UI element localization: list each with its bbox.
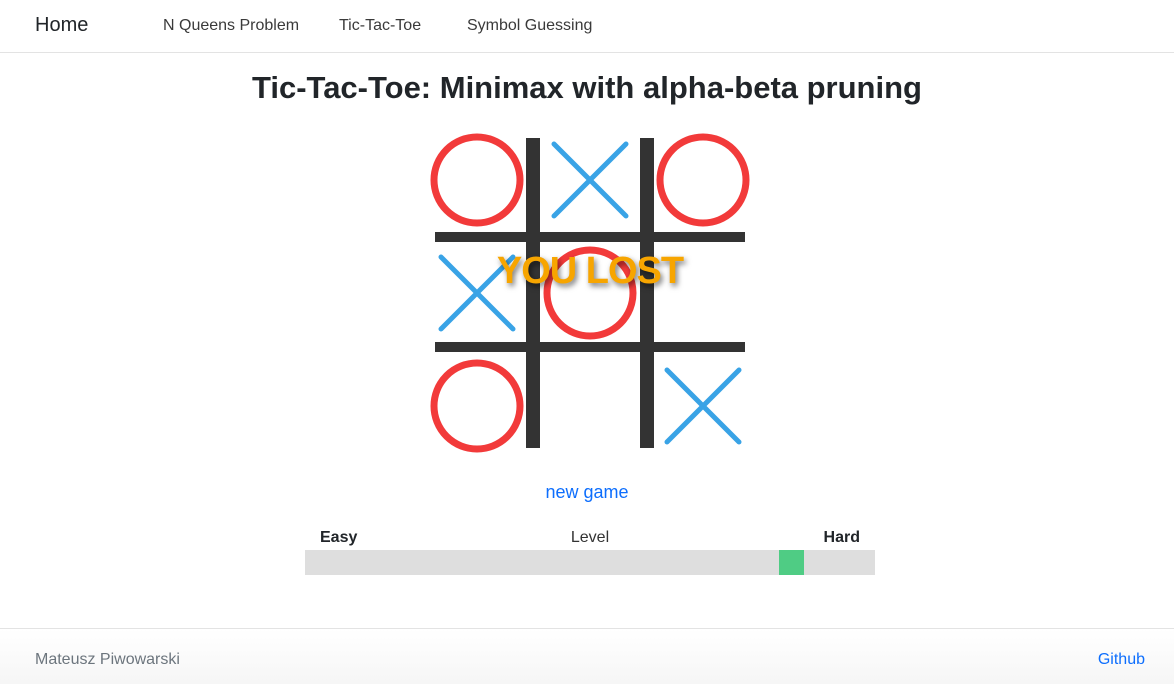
level-label: Level [305,529,875,547]
nav-link-tic-tac-toe[interactable]: Tic-Tac-Toe [339,17,421,35]
page-title: Tic-Tac-Toe: Minimax with alpha-beta pru… [0,70,1174,106]
grid-line-horizontal-1 [435,232,745,242]
footer-author: Mateusz Piwowarski [35,651,180,669]
level-hard-label: Hard [824,529,860,547]
grid-line-vertical-1 [526,138,540,448]
grid-line-vertical-2 [640,138,654,448]
o-mark-r0c0 [434,137,520,223]
game-result-text: YOU LOST [425,250,755,293]
level-labels: Easy Level Hard [305,529,875,549]
x-mark-r0c1 [554,144,626,216]
level-slider[interactable] [305,550,875,575]
o-mark-r2c0 [434,363,520,449]
grid-line-horizontal-2 [435,342,745,352]
nav-home-link[interactable]: Home [35,14,88,37]
level-slider-thumb[interactable] [779,550,804,575]
empty-cell-r2c1[interactable] [540,356,640,456]
new-game-button[interactable]: new game [0,482,1174,503]
github-link[interactable]: Github [1098,651,1145,669]
nav-link-symbol-guessing[interactable]: Symbol Guessing [467,17,592,35]
footer: Mateusz Piwowarski Github [0,628,1174,684]
o-mark-r0c2 [660,137,746,223]
nav-link-n-queens[interactable]: N Queens Problem [163,17,299,35]
game-board [425,128,755,458]
navbar: Home N Queens Problem Tic-Tac-Toe Symbol… [0,0,1174,53]
x-mark-r2c2 [667,370,739,442]
